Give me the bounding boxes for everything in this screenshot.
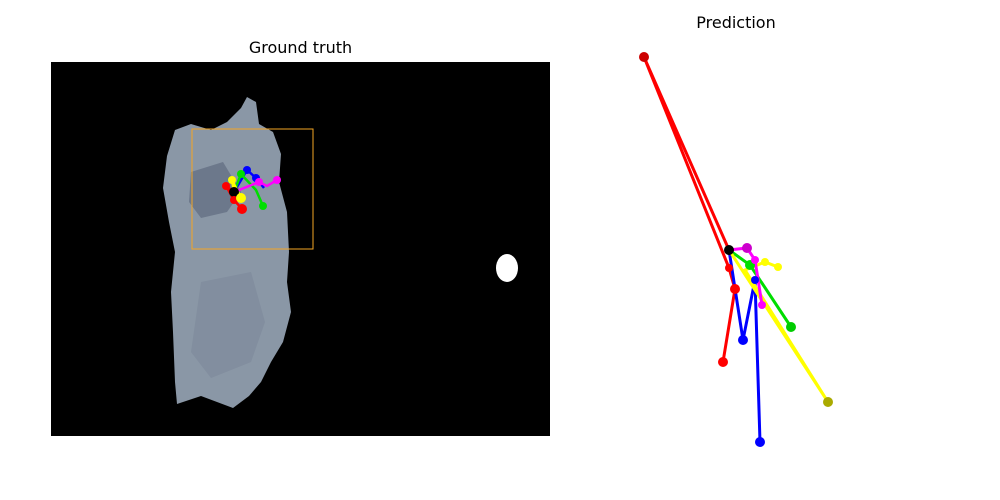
keypoint — [761, 258, 769, 266]
keypoint — [755, 437, 765, 447]
keypoint — [751, 256, 759, 264]
keypoint — [255, 178, 263, 186]
keypoint — [730, 284, 740, 294]
keypoint — [742, 243, 752, 253]
pred-red — [642, 56, 737, 363]
hand-shadow — [189, 162, 241, 218]
skeleton-green — [232, 171, 265, 207]
keypoint — [786, 322, 796, 332]
ground-truth-title: Ground truth — [248, 38, 353, 57]
skeleton-magenta — [233, 178, 278, 194]
keypoint — [228, 176, 236, 184]
ground-truth-canvas — [163, 97, 518, 408]
keypoint — [738, 335, 748, 345]
keypoint — [229, 187, 239, 197]
prediction-skeleton — [642, 56, 830, 443]
pred-magenta — [728, 246, 764, 306]
pred-blue — [727, 249, 762, 443]
hand-shade — [191, 272, 265, 378]
ground-truth-image — [51, 62, 550, 436]
keypoint — [758, 301, 766, 309]
prediction-canvas — [639, 52, 833, 447]
keypoint — [259, 202, 267, 210]
keypoint — [237, 204, 247, 214]
keypoint — [639, 52, 649, 62]
keypoint — [222, 182, 230, 190]
keypoint — [751, 276, 759, 284]
white-blob — [496, 254, 518, 282]
keypoint — [243, 166, 251, 174]
keypoint — [774, 263, 782, 271]
keypoint — [718, 357, 728, 367]
keypoint — [724, 245, 734, 255]
bounding-box — [191, 128, 314, 250]
prediction-keypoints — [639, 52, 833, 447]
pred-yellow — [727, 249, 830, 403]
keypoint-skeleton — [222, 166, 281, 214]
keypoint — [725, 264, 733, 272]
keypoint — [273, 176, 281, 184]
keypoint — [823, 397, 833, 407]
keypoint — [237, 170, 245, 178]
keypoint — [236, 193, 246, 203]
prediction-title: Prediction — [696, 13, 776, 32]
